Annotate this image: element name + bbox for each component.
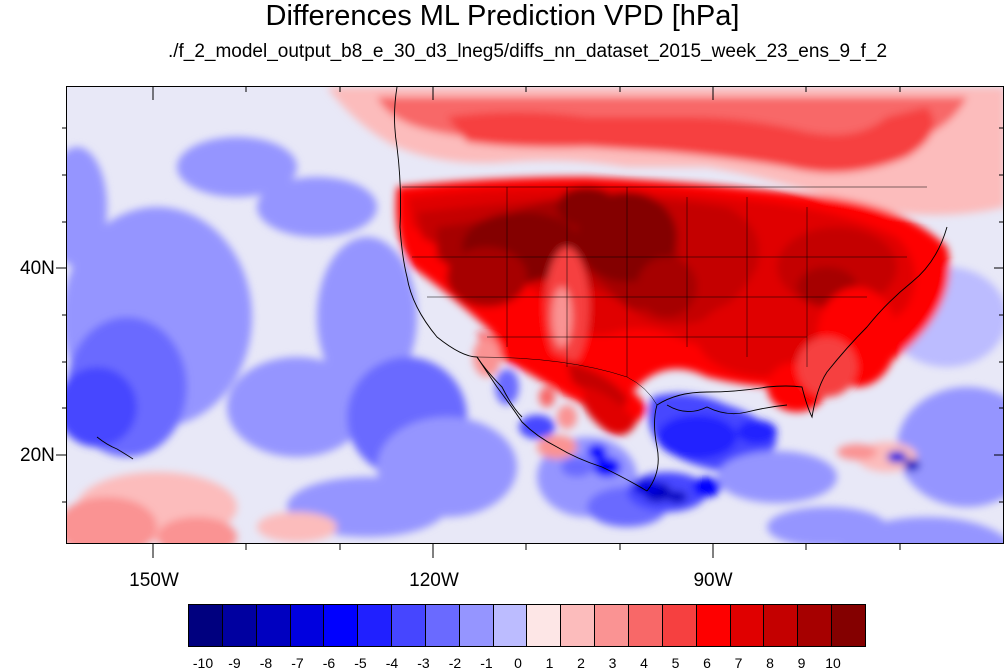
- field-contour: [67, 147, 107, 267]
- coastline: [394, 87, 648, 492]
- colorbar-tick-label: 6: [703, 655, 711, 671]
- field-contour: [495, 369, 519, 405]
- colorbar-tick-label: 7: [734, 655, 743, 671]
- colorbar-tick-label: -2: [448, 655, 462, 671]
- state-border: [476, 356, 658, 406]
- colorbar-tick-label: -6: [322, 655, 336, 671]
- field-contour: [633, 479, 661, 495]
- field-contour: [257, 512, 337, 542]
- colorbar-tick-label: -9: [228, 655, 241, 671]
- colorbar-box: [764, 605, 799, 646]
- colorbar-tick-label: -1: [480, 655, 493, 671]
- colorbar-tick-label: -3: [417, 655, 430, 671]
- colorbar-box: [730, 605, 765, 646]
- colorbar-tick-label: 9: [797, 655, 806, 671]
- field-contour: [67, 367, 137, 447]
- field-contour: [227, 357, 367, 457]
- field-contour: [157, 517, 237, 543]
- field-contour: [177, 137, 297, 197]
- colorbar-box: [561, 605, 596, 646]
- colorbar-box: [459, 605, 494, 646]
- colorbar-tick-label: 4: [640, 655, 648, 671]
- colorbar-box: [493, 605, 528, 646]
- lon-label-150w: 150W: [129, 570, 179, 591]
- colorbar-tick-label: 10: [825, 655, 841, 671]
- colorbar-box: [324, 605, 359, 646]
- field-contour: [897, 387, 1003, 507]
- colorbar-box: [662, 605, 697, 646]
- field-contour: [637, 257, 697, 317]
- colorbar-box: [832, 605, 865, 646]
- field-contour: [567, 362, 627, 409]
- colorbar-box: [527, 605, 562, 646]
- field-contour: [317, 237, 417, 397]
- coastline: [646, 226, 948, 492]
- colorbar-box: [290, 605, 325, 646]
- field-contour: [717, 451, 837, 503]
- colorbar-box: [425, 605, 460, 646]
- field-contour: [667, 491, 687, 503]
- field-contour: [447, 107, 934, 173]
- colorbar-tick-label: 8: [766, 655, 774, 671]
- field-contour: [737, 420, 777, 444]
- colorbar-tick-label: -7: [291, 655, 304, 671]
- colorbar-tick-label: -8: [259, 655, 273, 671]
- coastline: [476, 356, 523, 418]
- field-contour: [67, 497, 157, 543]
- colorbar-tick-label: -5: [354, 655, 367, 671]
- field-contour: [539, 387, 555, 407]
- coastline: [666, 404, 788, 415]
- colorbar-tick-label: 1: [545, 655, 554, 671]
- field-contour: [582, 387, 637, 436]
- colorbar-tick-label: -10: [192, 655, 214, 671]
- colorbar-tick-label: 2: [577, 655, 585, 671]
- coastline: [96, 436, 134, 460]
- field-contour: [693, 477, 721, 497]
- field-contour: [767, 507, 887, 543]
- colorbar-box: [358, 605, 393, 646]
- field-contour: [837, 444, 877, 460]
- map-subtitle: ./f_2_model_output_b8_e_30_d3_lneg5/diff…: [167, 41, 888, 62]
- field-contour: [557, 405, 577, 429]
- colorbar-tick-label: 0: [514, 655, 522, 671]
- field-contour: [557, 187, 617, 227]
- vpd-difference-field: [67, 87, 1003, 543]
- colorbar-box: [798, 605, 833, 646]
- colorbar-box: [696, 605, 731, 646]
- field-contour: [797, 337, 857, 397]
- colorbar-box: [628, 605, 663, 646]
- lon-label-90w: 90W: [693, 570, 733, 591]
- field-contour: [587, 444, 607, 460]
- colorbar-tick-label: -4: [385, 655, 399, 671]
- map-panel: [66, 86, 1004, 544]
- colorbar-tick-label: 3: [608, 655, 617, 671]
- colorbar-box: [392, 605, 426, 646]
- lat-label-20n: 20N: [20, 445, 55, 466]
- colorbar-box: [222, 605, 257, 646]
- field-contour: [519, 415, 555, 439]
- colorbar-tick-label: 5: [671, 655, 680, 671]
- colorbar-box: [189, 605, 223, 646]
- lon-label-120w: 120W: [409, 570, 459, 591]
- field-contour: [904, 459, 920, 471]
- field-contour: [887, 451, 907, 463]
- colorbar-box: [256, 605, 291, 646]
- field-contour: [657, 415, 737, 459]
- field-contour: [593, 457, 621, 477]
- field-contour: [561, 457, 593, 477]
- colorbar-box: [595, 605, 629, 646]
- lat-label-40n: 40N: [20, 258, 55, 279]
- colorbar: [188, 604, 866, 647]
- map-title: Differences ML Prediction VPD [hPa]: [265, 0, 740, 32]
- field-contour: [257, 177, 377, 237]
